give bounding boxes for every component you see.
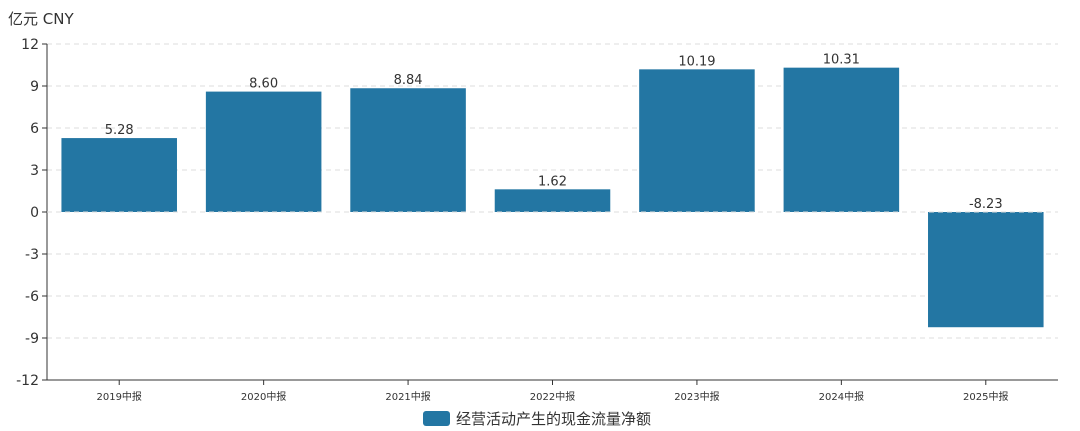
data-label: 10.19: [678, 54, 715, 69]
bar[interactable]: [928, 212, 1044, 328]
bar[interactable]: [494, 189, 611, 212]
y-tick-label: 0: [30, 205, 39, 221]
data-label: 8.84: [394, 73, 423, 88]
bar[interactable]: [350, 88, 466, 212]
axes: [46, 44, 1058, 381]
grid-lines: [47, 43, 1058, 339]
y-tick-label: 9: [30, 79, 39, 95]
data-labels: 5.28 8.60 8.84 1.62 10.19 10.31 -8.23: [105, 53, 1003, 212]
data-label: -8.23: [969, 197, 1003, 212]
x-tick-label: 2025中报: [963, 390, 1008, 403]
bars: [61, 67, 1044, 328]
y-axis-unit-label: 亿元 CNY: [8, 10, 74, 28]
bar[interactable]: [783, 67, 900, 212]
legend-swatch[interactable]: [423, 411, 450, 426]
x-tick-label: 2021中报: [385, 390, 430, 403]
y-tick-label: -6: [25, 289, 39, 305]
x-tick-label: 2019中报: [96, 390, 141, 403]
bar[interactable]: [205, 91, 322, 212]
x-axis-ticks: 2019中报 2020中报 2021中报 2022中报 2023中报 2024中报 2025…: [96, 380, 1009, 403]
data-label: 8.60: [249, 77, 278, 92]
data-label: 1.62: [538, 174, 567, 189]
x-tick-label: 2023中报: [674, 390, 719, 403]
y-tick-label: -3: [25, 247, 39, 263]
x-tick-label: 2024中报: [819, 390, 864, 403]
data-label: 5.28: [105, 123, 134, 138]
data-label: 10.31: [823, 53, 860, 68]
legend-label[interactable]: 经营活动产生的现金流量净额: [456, 410, 651, 428]
x-tick-label: 2022中报: [530, 390, 575, 403]
bar[interactable]: [639, 69, 755, 212]
y-axis-ticks: 12 9 6 3 0 -3 -6 -9 -12: [16, 37, 47, 389]
x-tick-label: 2020中报: [241, 390, 286, 403]
y-tick-label: 6: [30, 121, 39, 137]
legend[interactable]: 经营活动产生的现金流量净额: [423, 410, 651, 428]
y-tick-label: -12: [16, 373, 39, 389]
y-tick-label: -9: [25, 331, 39, 347]
bar[interactable]: [61, 138, 177, 212]
y-tick-label: 3: [30, 163, 39, 179]
y-tick-label: 12: [21, 37, 39, 53]
